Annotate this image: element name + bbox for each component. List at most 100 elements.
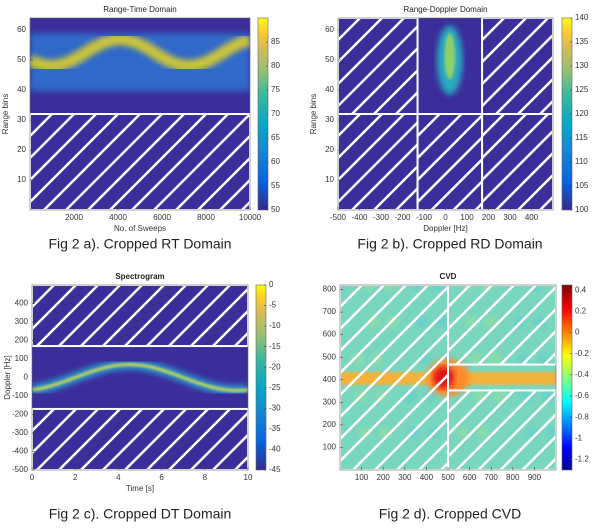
x-tick-label: 2000 — [65, 213, 83, 222]
hatch-line — [168, 408, 231, 470]
heat-speck — [416, 316, 428, 328]
x-tick-label: 10000 — [239, 213, 262, 222]
hatch-line — [190, 287, 248, 347]
hatch-line — [338, 24, 418, 108]
hatch-line — [340, 285, 407, 353]
y-tick-label: 600 — [323, 330, 337, 339]
hatch-line — [452, 179, 483, 210]
colorbar-tick-label: 85 — [271, 37, 280, 46]
x-tick-label: 600 — [463, 473, 477, 482]
hatch-line — [212, 309, 248, 347]
hatch-line — [175, 134, 250, 210]
hatch-line — [521, 434, 556, 470]
y-tick-label: 40 — [17, 85, 26, 94]
x-tick-label: -200 — [394, 213, 411, 222]
hatch-line — [30, 114, 53, 138]
x-tick-label: 100 — [460, 213, 474, 222]
hatch-line — [146, 285, 209, 347]
y-tick-label: -400 — [12, 447, 29, 456]
colorbar — [255, 284, 267, 471]
x-tick-label: 200 — [482, 213, 496, 222]
hatch-line — [373, 164, 418, 210]
hatch-line — [340, 285, 385, 331]
colorbar-tick-label: 130 — [575, 61, 589, 70]
y-tick-label: 10 — [17, 175, 26, 184]
x-tick-label: 6000 — [153, 213, 171, 222]
hatch-border — [30, 113, 250, 210]
x-tick-label: -500 — [330, 213, 347, 222]
hatch-line — [212, 433, 248, 470]
hatch-line — [340, 285, 429, 375]
heat-speck — [351, 353, 363, 365]
hatch-line — [352, 373, 448, 470]
caption: Fig 2 c). Cropped DT Domain — [49, 506, 232, 522]
x-tick-label: 10 — [244, 473, 253, 482]
hatch-line — [65, 114, 163, 210]
x-tick-label: 300 — [503, 213, 517, 222]
y-axis-label: Range bins — [1, 94, 10, 134]
colorbar-tick-label: -0.2 — [575, 349, 589, 358]
hatch-line — [153, 114, 250, 210]
hatch-line — [455, 285, 537, 365]
hatch-line — [430, 157, 483, 210]
colorbar-tick-label: 55 — [271, 181, 280, 190]
heat-speck — [359, 427, 371, 439]
hatch-line — [448, 285, 515, 353]
hatch-line — [588, 285, 593, 365]
heat-speck — [518, 353, 530, 365]
hatch-line — [338, 18, 361, 42]
hatch-line — [588, 390, 593, 470]
heat-speck — [412, 285, 424, 291]
hatch-line — [499, 307, 556, 365]
hatch — [32, 408, 340, 470]
hatch-line — [395, 186, 418, 210]
hatch-line — [482, 33, 553, 108]
hatch-line — [32, 285, 77, 331]
x-tick-label: 400 — [525, 213, 539, 222]
hatch-line — [234, 455, 248, 470]
hatch-line — [373, 68, 418, 114]
hatch-line — [477, 390, 556, 470]
colorbar-tick-label: 100 — [575, 205, 589, 214]
hatch-line — [482, 114, 505, 138]
x-tick-label: 8000 — [197, 213, 215, 222]
x-tick-label: -400 — [351, 213, 368, 222]
colorbar-tick-label: 110 — [575, 157, 588, 166]
colorbar-tick-label: 65 — [271, 133, 280, 142]
colorbar-tick-label: 115 — [575, 133, 588, 142]
y-tick-label: 400 — [323, 375, 337, 384]
hatch-line — [448, 390, 493, 437]
x-axis-label: Doppler [Hz] — [423, 224, 467, 233]
heatmap — [338, 18, 553, 210]
heat-ridge — [32, 363, 248, 392]
colorbar-tick-label: 140 — [575, 13, 589, 22]
y-tick-label: -100 — [12, 391, 29, 400]
heatmap — [30, 18, 250, 210]
hatch-line — [58, 285, 121, 347]
hatch-line — [482, 129, 553, 204]
hatch-line — [338, 114, 405, 182]
hatch — [482, 18, 553, 114]
hatch-line — [279, 409, 340, 470]
x-tick-label: 0 — [443, 213, 448, 222]
heat-ridge — [30, 33, 250, 73]
heat-speck — [387, 316, 399, 328]
hatch-border — [340, 285, 449, 470]
y-tick-label: 400 — [15, 299, 29, 308]
hatch-line — [351, 46, 418, 114]
y-tick-label: 200 — [15, 336, 29, 345]
hatch-line — [58, 408, 121, 470]
x-tick-label: 8 — [203, 473, 208, 482]
hatch-line — [448, 390, 515, 459]
hatch — [417, 114, 483, 210]
colorbar-tick-label: -5 — [269, 301, 277, 310]
heat-speck — [424, 390, 436, 402]
hatch — [448, 390, 593, 470]
hatch-line — [395, 90, 418, 114]
heat-speck — [457, 427, 469, 439]
y-axis-label: Range bins — [309, 94, 318, 134]
x-tick-label: 800 — [506, 473, 520, 482]
x-tick-label: 4 — [116, 473, 121, 482]
y-tick-label: 300 — [15, 317, 29, 326]
hatch-line — [124, 285, 187, 347]
